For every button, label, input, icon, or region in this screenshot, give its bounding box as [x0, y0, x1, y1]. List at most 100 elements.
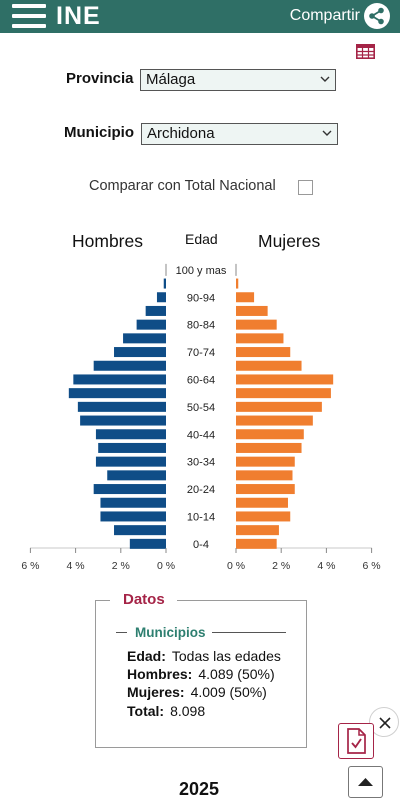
age-label: 40-44	[187, 429, 215, 441]
x-tick-label: 2 %	[112, 560, 130, 572]
bar-mujeres-80-84[interactable]	[236, 319, 277, 330]
bar-mujeres-20-24[interactable]	[236, 484, 295, 495]
bar-hombres-90-94[interactable]	[156, 292, 166, 303]
arrow-up-icon[interactable]	[348, 766, 383, 798]
age-label: 0-4	[193, 539, 209, 551]
age-label: 50-54	[187, 402, 215, 414]
bar-mujeres-25-29[interactable]	[236, 470, 293, 481]
bar-hombres-5-9[interactable]	[114, 525, 166, 536]
hombres-label: Hombres:	[127, 666, 193, 682]
bar-mujeres-35-39[interactable]	[236, 442, 302, 453]
bar-hombres-25-29[interactable]	[107, 470, 166, 481]
x-tick-label: 0 %	[227, 560, 245, 572]
bar-mujeres-15-19[interactable]	[236, 497, 288, 508]
mujeres-value: 4.009 (50%)	[190, 684, 267, 700]
datos-title: Datos	[123, 591, 165, 608]
divider	[212, 632, 286, 633]
bar-hombres-80-84[interactable]	[136, 319, 166, 330]
mujeres-label: Mujeres:	[127, 684, 185, 700]
bar-hombres-60-64[interactable]	[73, 374, 166, 385]
edad-value: Todas las edades	[171, 648, 281, 664]
age-label: 60-64	[187, 374, 215, 386]
x-tick-label: 2 %	[272, 560, 290, 572]
age-label: 80-84	[187, 320, 215, 332]
bar-hombres-70-74[interactable]	[114, 347, 166, 358]
share-icon[interactable]	[364, 3, 390, 29]
year-label: 2025	[179, 779, 220, 798]
bar-mujeres-65-69[interactable]	[236, 360, 302, 371]
municipios-section-label: Municipios	[135, 625, 206, 640]
x-tick-label: 6 %	[21, 560, 39, 572]
bar-mujeres-45-49[interactable]	[236, 415, 313, 426]
share-label[interactable]: Compartir	[289, 7, 360, 24]
x-tick-label: 0 %	[157, 560, 175, 572]
bar-mujeres-40-44[interactable]	[236, 429, 304, 440]
bar-mujeres-60-64[interactable]	[236, 374, 334, 385]
bar-hombres-0-4[interactable]	[129, 538, 166, 549]
age-label: 100 y mas	[176, 265, 227, 277]
bar-hombres-15-19[interactable]	[100, 497, 166, 508]
age-label: 10-14	[187, 511, 215, 523]
bar-mujeres-5-9[interactable]	[236, 525, 279, 536]
hombres-heading: Hombres	[72, 231, 143, 251]
population-pyramid: 100 y mas 90-94 80-84 70-74 60-64 50-54 40-44 3…	[21, 263, 381, 572]
municipio-value: Archidona	[147, 125, 215, 142]
bar-hombres-95-99[interactable]	[163, 278, 166, 289]
municipio-select[interactable]: Archidona	[141, 123, 338, 145]
edad-heading: Edad	[185, 231, 218, 247]
bar-hombres-40-44[interactable]	[95, 429, 166, 440]
compare-checkbox[interactable]	[298, 180, 313, 195]
chevron-down-icon	[322, 130, 332, 136]
mujeres-heading: Mujeres	[258, 231, 321, 251]
provincia-select[interactable]: Málaga	[140, 69, 336, 91]
bar-hombres-55-59[interactable]	[68, 388, 166, 399]
hombres-row: Hombres: 4.089 (50%)	[127, 666, 275, 682]
x-tick-label: 4 %	[317, 560, 335, 572]
pdf-icon[interactable]	[338, 723, 374, 759]
bar-hombres-50-54[interactable]	[77, 401, 166, 412]
bar-mujeres-75-79[interactable]	[236, 333, 284, 344]
total-label: Total:	[127, 703, 165, 719]
bar-hombres-10-14[interactable]	[100, 511, 166, 522]
mujeres-row: Mujeres: 4.009 (50%)	[127, 684, 267, 700]
edad-row: Edad: Todas las edades	[127, 648, 281, 664]
age-label: 90-94	[187, 292, 215, 304]
age-label: 20-24	[187, 484, 215, 496]
bar-mujeres-90-94[interactable]	[236, 292, 255, 303]
municipio-label: Municipio	[64, 124, 134, 141]
bar-hombres-30-34[interactable]	[95, 456, 166, 467]
bar-mujeres-70-74[interactable]	[236, 347, 291, 358]
divider	[116, 632, 127, 633]
bar-hombres-35-39[interactable]	[98, 442, 166, 453]
bar-mujeres-95-99[interactable]	[236, 278, 239, 289]
age-label: 30-34	[187, 457, 215, 469]
bar-hombres-85-89[interactable]	[145, 305, 166, 316]
table-icon[interactable]	[356, 44, 375, 59]
compare-label: Comparar con Total Nacional	[89, 178, 276, 194]
datos-box	[95, 600, 307, 748]
bar-mujeres-0-4[interactable]	[236, 538, 277, 549]
age-label: 70-74	[187, 347, 215, 359]
bar-mujeres-55-59[interactable]	[236, 388, 331, 399]
ine-logo: INE	[56, 2, 101, 30]
menu-icon[interactable]	[12, 4, 46, 29]
edad-label: Edad:	[127, 648, 166, 664]
close-icon[interactable]	[369, 707, 399, 737]
bar-hombres-75-79[interactable]	[123, 333, 166, 344]
hombres-value: 4.089 (50%)	[198, 666, 275, 682]
bar-mujeres-50-54[interactable]	[236, 401, 322, 412]
chevron-down-icon	[320, 76, 330, 82]
bar-mujeres-85-89[interactable]	[236, 305, 268, 316]
total-row: Total: 8.098	[127, 703, 205, 719]
provincia-label: Provincia	[66, 70, 134, 87]
bar-mujeres-30-34[interactable]	[236, 456, 295, 467]
bar-hombres-45-49[interactable]	[80, 415, 166, 426]
total-value: 8.098	[170, 703, 206, 719]
bar-mujeres-10-14[interactable]	[236, 511, 291, 522]
top-bar: INE Compartir	[0, 0, 400, 33]
bar-hombres-20-24[interactable]	[93, 484, 166, 495]
provincia-value: Málaga	[146, 71, 196, 88]
bar-hombres-65-69[interactable]	[93, 360, 166, 371]
x-tick-label: 4 %	[67, 560, 85, 572]
